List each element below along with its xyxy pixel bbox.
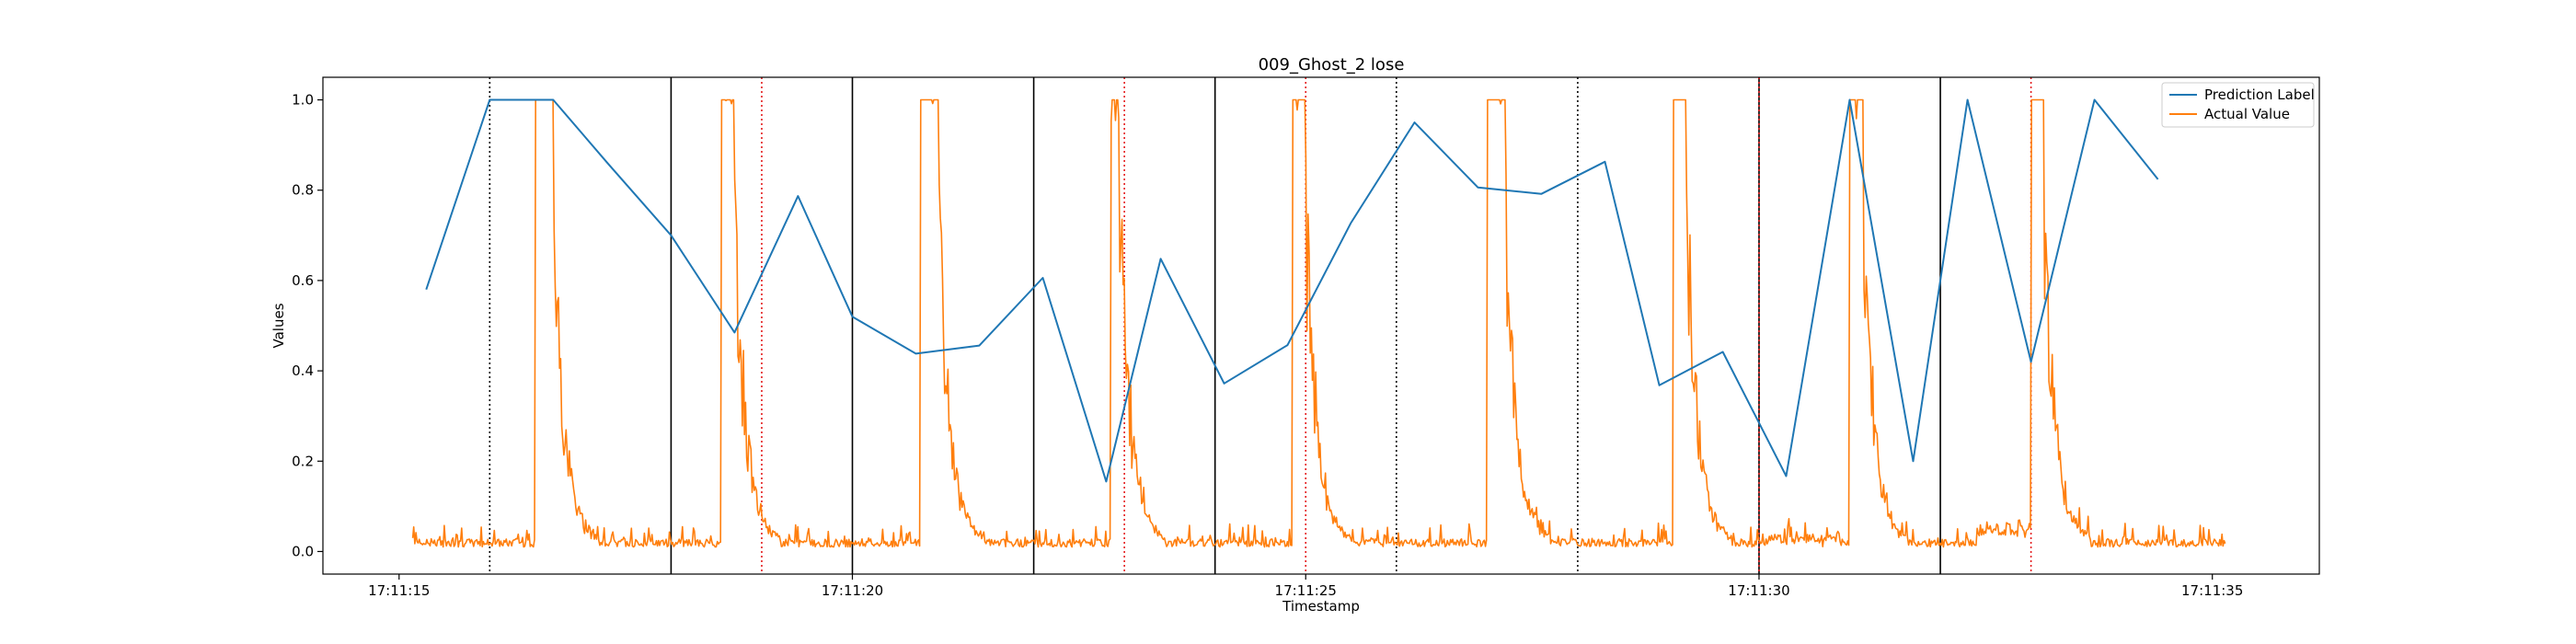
y-axis: 0.0 0.2 0.4 0.6 0.8 1.0 [292,92,323,559]
legend-label-prediction-label: Prediction Label [2204,86,2315,103]
series-line-prediction-label [425,98,2159,483]
x-tick-label: 17:11:15 [368,582,430,599]
y-tick-label: 0.6 [292,272,314,289]
axes-frame [322,76,2320,575]
y-tick-label: 0.0 [292,543,314,559]
x-tick-label: 17:11:25 [1275,582,1337,599]
legend-label-actual-value: Actual Value [2204,106,2290,122]
series-line-actual-value [411,98,2226,548]
y-axis-label: Values [270,303,287,348]
chart-title: 009_Ghost_2 lose [1259,55,1405,75]
legend: Prediction Label Actual Value [2161,82,2315,128]
x-axis-label: Timestamp [1282,598,1360,615]
y-tick-label: 0.8 [292,182,314,199]
x-tick-label: 17:11:35 [2181,582,2243,599]
plot-area [411,77,2226,574]
y-tick-label: 0.4 [292,362,314,379]
y-tick-label: 1.0 [292,92,314,109]
x-tick-label: 17:11:30 [1728,582,1789,599]
legend-box [2161,82,2315,128]
x-tick-label: 17:11:20 [822,582,883,599]
x-axis: 17:11:15 17:11:20 17:11:25 17:11:30 17:11:35 [368,574,2243,599]
y-tick-label: 0.2 [292,453,314,469]
